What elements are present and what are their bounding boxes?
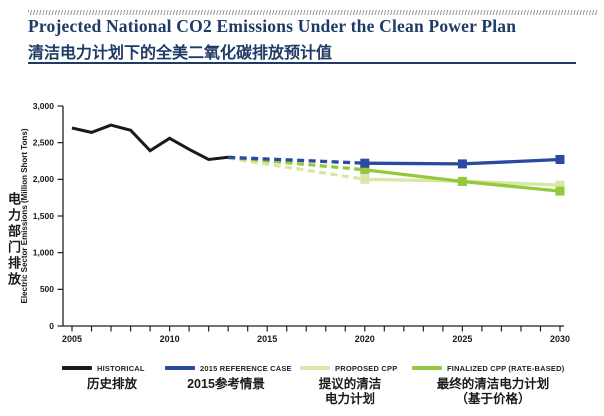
series-line [228, 155, 365, 165]
y-tick-label: 500 [40, 284, 54, 294]
x-tick-label: 2015 [257, 334, 277, 344]
legend-label-chinese: 提议的清洁 电力计划 [318, 377, 382, 406]
x-tick-label: 2025 [452, 334, 472, 344]
decorative-hatch-border [28, 10, 598, 15]
title-underline [28, 62, 576, 64]
series-finalized-cpp-rate-based [228, 155, 565, 196]
series-line [227, 156, 366, 181]
y-tick-label: 1,500 [33, 211, 55, 221]
legend-swatch-finalized-cpp [412, 366, 442, 370]
emissions-line-chart: 0 500 1,000 1,500 2,000 2,500 3,000 2005 2010 201… [20, 101, 570, 344]
legend-label: 2015 REFERENCE CASE [200, 363, 292, 373]
y-tick-label: 2,500 [33, 137, 55, 147]
legend-item-proposed-cpp: PROPOSED CPP 提议的清洁 电力计划 [300, 362, 400, 406]
legend-label: HISTORICAL [97, 363, 145, 373]
y-tick-label: 2,000 [33, 174, 55, 184]
y-axis-label-english: Electric Sector Emissions (Million Short… [20, 128, 29, 303]
legend-label-chinese: 2015参考情景 [187, 377, 265, 391]
legend-label-chinese: 历史排放 [86, 377, 137, 391]
y-tick-label: 1,000 [33, 247, 55, 257]
data-point-marker [360, 165, 370, 175]
legend-label: PROPOSED CPP [335, 363, 398, 373]
legend-swatch-reference-case [165, 366, 195, 370]
data-point-marker [360, 174, 370, 184]
legend-item-historical: HISTORICAL 历史排放 [62, 362, 162, 392]
legend-item-finalized-cpp: FINALIZED CPP (RATE-BASED) 最终的清洁电力计划 （基于… [412, 362, 574, 406]
legend-item-reference-case: 2015 REFERENCE CASE 2015参考情景 [165, 362, 292, 392]
series-historical [71, 123, 229, 162]
data-point-marker [457, 159, 467, 169]
y-axis-label-chinese: 电力部门排放 [6, 192, 21, 288]
x-tick-label: 2005 [62, 334, 82, 344]
legend-swatch-historical [62, 366, 92, 370]
y-tick-label: 3,000 [33, 101, 55, 111]
x-tick-label: 2010 [160, 334, 180, 344]
data-point-marker [555, 180, 565, 190]
y-tick-label: 0 [49, 321, 54, 331]
legend-swatch-proposed-cpp [300, 366, 330, 370]
data-point-marker [457, 177, 467, 186]
series-2015-reference-case [228, 155, 565, 169]
page-subtitle-chinese: 清洁电力计划下的全美二氧化碳排放预计值 [28, 45, 333, 62]
legend-label-chinese: 最终的清洁电力计划 （基于价格） [436, 377, 550, 406]
page-title: Projected National CO2 Emissions Under t… [28, 16, 517, 36]
data-point-marker [360, 158, 370, 168]
series-line [71, 123, 229, 162]
x-tick-label: 2030 [550, 334, 570, 344]
x-tick-label: 2020 [355, 334, 375, 344]
data-point-marker [555, 155, 565, 164]
legend-label: FINALIZED CPP (RATE-BASED) [447, 363, 565, 373]
data-point-marker [555, 186, 565, 196]
